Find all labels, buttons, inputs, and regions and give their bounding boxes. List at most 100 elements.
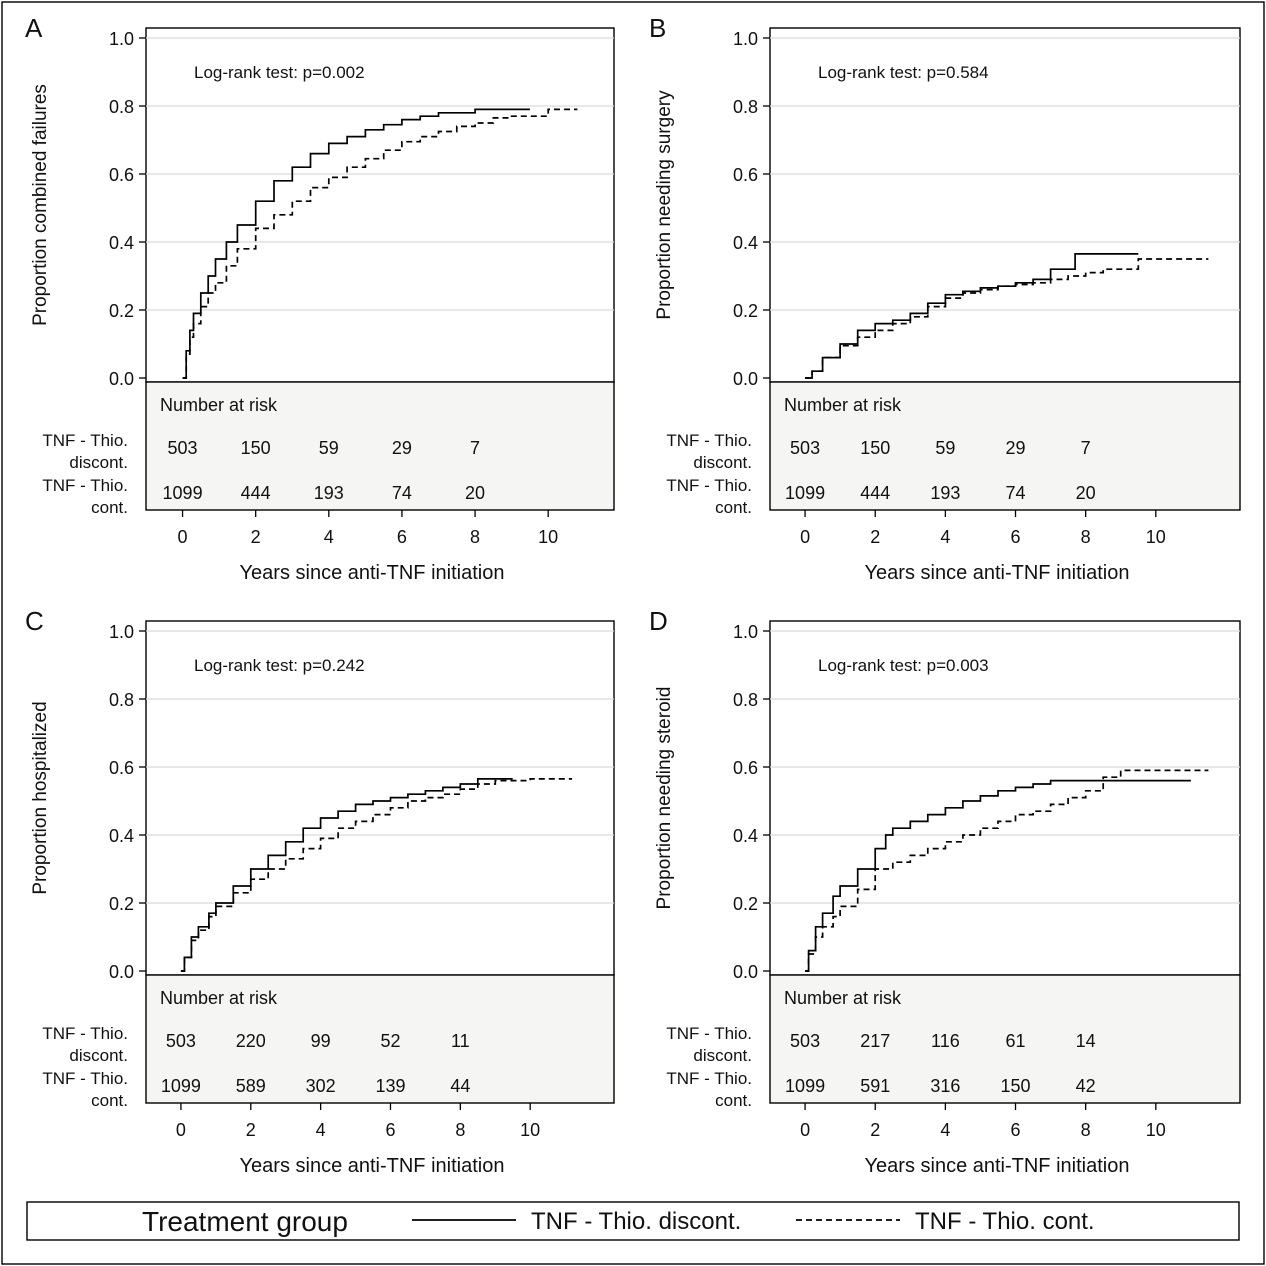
y-axis-label: Proportion needing surgery	[654, 90, 675, 320]
plot-area	[145, 620, 615, 976]
risk-row-label: TNF - Thio.	[42, 1069, 128, 1088]
legend: Treatment group TNF - Thio. discont. TNF…	[26, 1201, 1240, 1241]
risk-value: 1099	[785, 1076, 825, 1096]
y-tick-label: 0.8	[733, 690, 758, 710]
risk-value: 59	[319, 438, 339, 458]
log-rank-annotation: Log-rank test: p=0.002	[194, 63, 365, 82]
y-tick-label: 0.2	[733, 894, 758, 914]
risk-row-label-sub: cont.	[91, 1091, 128, 1110]
risk-value: 74	[392, 483, 412, 503]
risk-value: 44	[450, 1076, 470, 1096]
x-tick-label: 4	[316, 1120, 326, 1140]
risk-value: 503	[790, 438, 820, 458]
y-tick-label: 0.0	[733, 369, 758, 389]
y-tick-label: 0.0	[109, 369, 134, 389]
risk-table-title: Number at risk	[160, 988, 278, 1008]
y-axis-label: Proportion hospitalized	[30, 701, 51, 894]
risk-value: 316	[930, 1076, 960, 1096]
series-thio-cont-line	[805, 769, 1209, 972]
x-tick-label: 0	[800, 527, 810, 547]
x-axis-label: Years since anti-TNF initiation	[240, 1155, 505, 1177]
risk-value: 1099	[785, 483, 825, 503]
panel-letter: B	[649, 13, 666, 43]
risk-value: 591	[860, 1076, 890, 1096]
risk-value: 444	[860, 483, 890, 503]
risk-value: 217	[860, 1031, 890, 1051]
y-tick-label: 0.4	[733, 826, 758, 846]
x-tick-label: 2	[870, 1120, 880, 1140]
x-axis-label: Years since anti-TNF initiation	[865, 562, 1130, 584]
risk-row-label: TNF - Thio.	[666, 1069, 752, 1088]
series-thio-discont-line	[805, 779, 1191, 972]
plot-area	[769, 27, 1241, 383]
risk-row-label-sub: cont.	[715, 498, 752, 517]
x-tick-label: 8	[470, 527, 480, 547]
y-tick-label: 0.6	[109, 165, 134, 185]
y-tick-label: 0.6	[733, 758, 758, 778]
risk-value: 52	[380, 1031, 400, 1051]
x-axis-label: Years since anti-TNF initiation	[240, 562, 505, 584]
x-tick-label: 8	[1081, 527, 1091, 547]
x-tick-label: 6	[1011, 527, 1021, 547]
plot-area	[145, 27, 615, 383]
panel-letter: C	[25, 606, 44, 636]
log-rank-annotation: Log-rank test: p=0.584	[818, 63, 989, 82]
risk-table-title: Number at risk	[784, 988, 902, 1008]
risk-value: 1099	[163, 483, 203, 503]
risk-row-label: TNF - Thio.	[666, 431, 752, 450]
series-thio-cont-line	[182, 108, 578, 379]
panel-a: A 0.0 0.2 0.4 0.6 0.8 1.0 Log-rank test: p=0.00…	[25, 13, 615, 584]
risk-table	[769, 381, 1241, 511]
y-tick-label: 0.8	[109, 690, 134, 710]
y-tick-label: 0.8	[733, 97, 758, 117]
risk-value: 150	[1000, 1076, 1030, 1096]
y-tick-label: 1.0	[733, 622, 758, 642]
y-tick-label: 0.2	[109, 894, 134, 914]
panel-b: B 0.0 0.2 0.4 0.6 0.8 1.0 Log-rank test: p=0.58…	[649, 13, 1241, 584]
risk-value: 29	[392, 438, 412, 458]
risk-value: 116	[931, 1031, 960, 1051]
panel-d: D 0.0 0.2 0.4 0.6 0.8 1.0 Log-rank test: p=0.00…	[649, 606, 1241, 1177]
risk-row-label-sub: cont.	[91, 498, 128, 517]
risk-value: 42	[1076, 1076, 1096, 1096]
legend-frame	[26, 1201, 1240, 1241]
x-tick-label: 4	[940, 1120, 950, 1140]
risk-value: 14	[1076, 1031, 1096, 1051]
risk-value: 503	[166, 1031, 196, 1051]
x-tick-label: 4	[324, 527, 334, 547]
panels: A 0.0 0.2 0.4 0.6 0.8 1.0 Log-rank test: p=0.00…	[25, 13, 1241, 1177]
risk-value: 20	[1076, 483, 1096, 503]
y-tick-label: 0.6	[109, 758, 134, 778]
x-tick-label: 8	[1081, 1120, 1091, 1140]
log-rank-annotation: Log-rank test: p=0.003	[818, 656, 989, 675]
x-tick-label: 2	[246, 1120, 256, 1140]
risk-row-label: TNF - Thio.	[42, 476, 128, 495]
risk-row-label-sub: discont.	[69, 453, 128, 472]
risk-value: 1099	[161, 1076, 201, 1096]
x-tick-label: 10	[1146, 1120, 1166, 1140]
risk-value: 193	[930, 483, 960, 503]
risk-value: 7	[1081, 438, 1091, 458]
risk-value: 74	[1006, 483, 1026, 503]
y-tick-label: 0.0	[109, 962, 134, 982]
y-tick-label: 1.0	[109, 622, 134, 642]
risk-value: 150	[860, 438, 890, 458]
risk-value: 150	[241, 438, 271, 458]
y-tick-label: 0.2	[733, 301, 758, 321]
risk-value: 11	[451, 1031, 470, 1051]
x-tick-label: 6	[397, 527, 407, 547]
series-thio-cont-line	[805, 258, 1209, 379]
risk-value: 503	[168, 438, 198, 458]
y-tick-label: 0.8	[109, 97, 134, 117]
risk-value: 61	[1006, 1031, 1026, 1051]
risk-table-title: Number at risk	[784, 395, 902, 415]
risk-table	[145, 381, 615, 511]
panel-letter: D	[649, 606, 668, 636]
y-axis-label: Proportion needing steroid	[654, 687, 675, 910]
y-tick-label: 0.4	[109, 233, 134, 253]
x-tick-label: 10	[538, 527, 558, 547]
y-tick-label: 0.4	[733, 233, 758, 253]
x-tick-label: 2	[251, 527, 261, 547]
risk-row-label: TNF - Thio.	[666, 476, 752, 495]
